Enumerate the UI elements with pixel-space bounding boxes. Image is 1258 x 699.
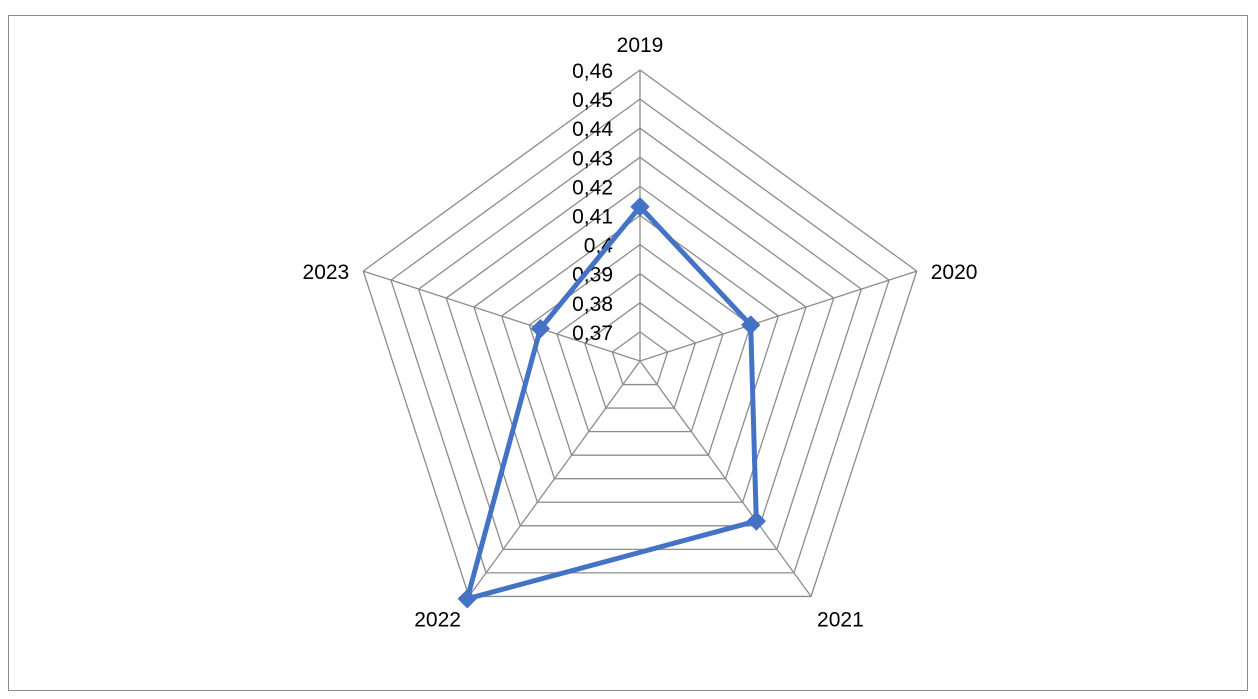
gridline-ring [445,156,835,527]
tick-label: 0,42 [572,176,613,199]
category-label-2023: 2023 [303,261,350,284]
data-point-2022 [457,589,477,609]
gridline-ring [500,214,780,480]
series-line [464,204,759,602]
category-label-2021: 2021 [817,608,864,631]
tick-label: 0,46 [572,60,613,83]
spoke-line [468,360,641,597]
data-point-2023 [530,318,551,339]
category-label-2019: 2019 [617,34,664,57]
tick-label: 0,44 [572,118,613,141]
radar-grid [362,69,918,598]
gridline-ring [528,243,752,456]
chart-frame [8,15,1248,691]
gridline-ring [583,301,697,409]
radar-series [457,197,767,609]
radar-category-labels: 2019 2020 2021 2022 2023 [303,34,978,631]
category-label-2022: 2022 [414,608,461,631]
tick-label: 0,38 [572,293,613,316]
gridline-ring [390,98,890,574]
spoke-line [639,360,812,597]
data-point-2019 [630,197,650,217]
spoke-line [639,270,917,362]
gridline-ring [417,127,863,550]
tick-label: 0,41 [572,206,613,229]
tick-label: 0,43 [572,147,613,170]
data-point-2021 [746,511,767,531]
radar-spokes [363,70,917,597]
gridline-ring [473,185,807,503]
gridline-ring [362,69,918,598]
data-point-2020 [740,315,761,335]
tick-label: 0,45 [572,89,613,112]
spoke-line [363,270,641,362]
gridline-ring [556,272,724,433]
gridline-ring [611,331,669,386]
tick-label: 0,37 [572,322,613,345]
category-label-2020: 2020 [931,261,978,284]
